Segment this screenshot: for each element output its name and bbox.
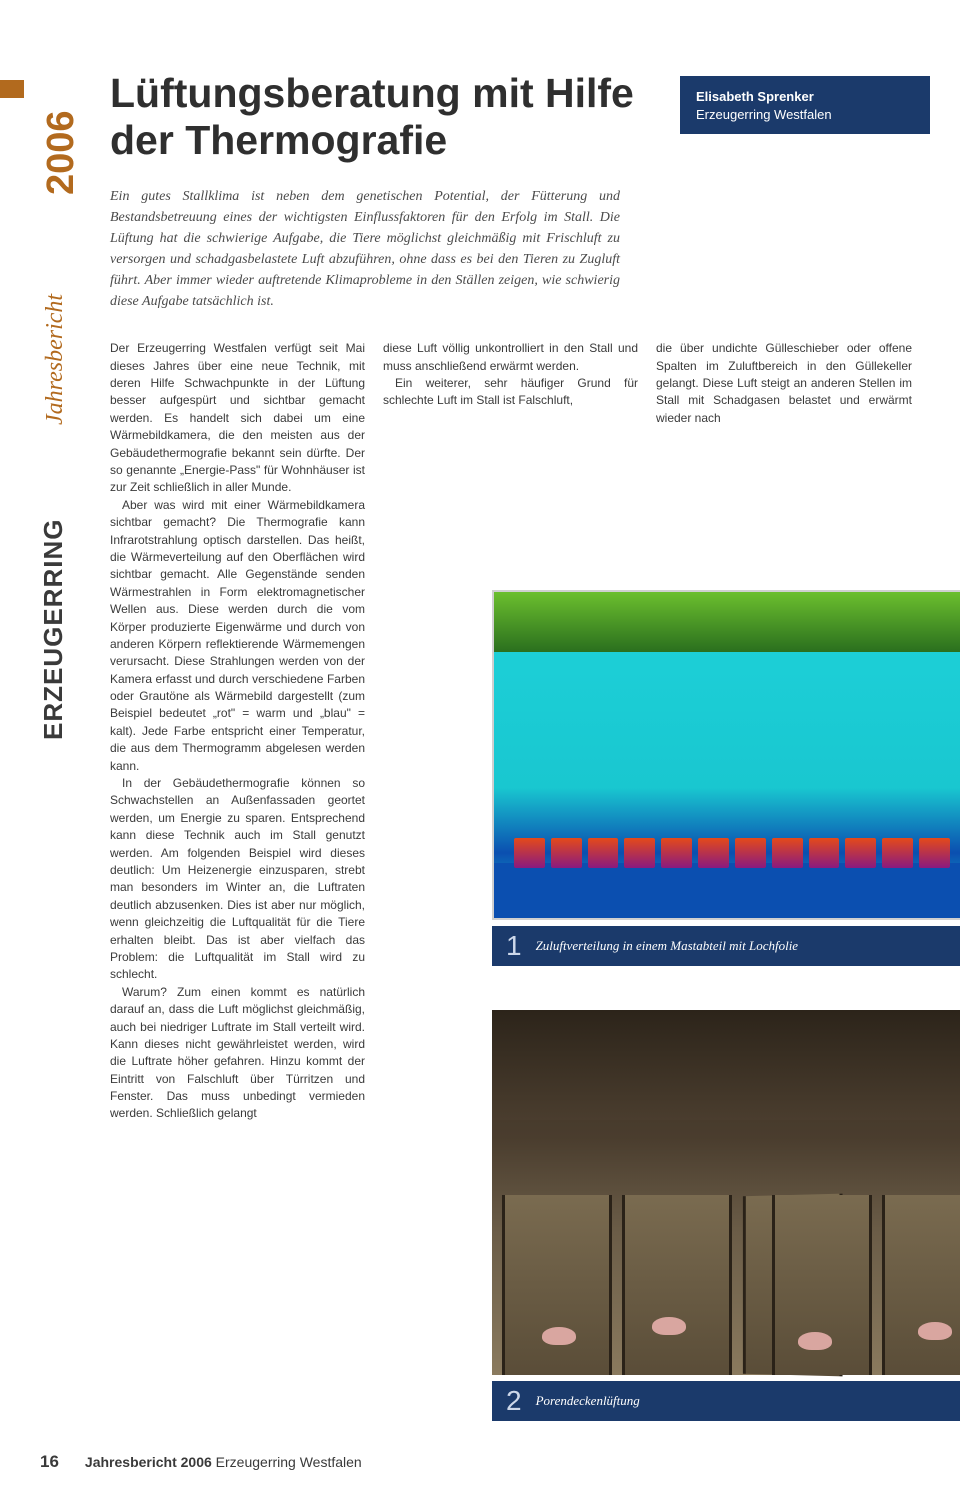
col1-p1: Der Erzeugerring Westfalen verfügt seit …	[110, 340, 365, 497]
figure2-caption: 2 Porendeckenlüftung	[492, 1381, 960, 1421]
col2-p1: diese Luft völlig unkontrolliert in den …	[383, 340, 638, 375]
sidebar-series: Jahresbericht	[42, 294, 69, 425]
thermal-hot-row	[514, 838, 950, 868]
thermal-floor	[494, 863, 960, 918]
figure1-number: 1	[506, 932, 522, 960]
figure2-caption-text: Porendeckenlüftung	[536, 1393, 640, 1410]
column-1: Der Erzeugerring Westfalen verfügt seit …	[110, 340, 365, 1123]
barn-photo	[492, 1010, 960, 1375]
thermal-roof	[494, 592, 960, 652]
footer-title: Jahresbericht 2006	[85, 1454, 212, 1470]
author-name: Elisabeth Sprenker	[696, 88, 914, 106]
sidebar-year: 2006	[40, 110, 83, 195]
photo-pen	[882, 1195, 960, 1375]
sidebar: 2006 Jahresbericht ERZEUGERRING	[30, 0, 85, 1494]
figure2-number: 2	[506, 1387, 522, 1415]
photo-pig	[918, 1322, 952, 1340]
col2-p2: Ein weiterer, sehr häufiger Grund für sc…	[383, 375, 638, 410]
intro-paragraph: Ein gutes Stallklima ist neben dem genet…	[110, 186, 620, 312]
thermal-image: 38,0 35,8 33,6 31,4 29,2 27,0 24,8 22,6 …	[492, 590, 960, 920]
page-title: Lüftungsberatung mit Hilfe der Thermogra…	[110, 70, 660, 164]
main-content: Lüftungsberatung mit Hilfe der Thermogra…	[110, 70, 930, 1123]
col1-p3: In der Gebäudethermografie können so Sch…	[110, 775, 365, 984]
figure-2: 2 Porendeckenlüftung	[492, 1010, 960, 1421]
figure1-caption-text: Zuluftverteilung in einem Mastabteil mit…	[536, 938, 799, 955]
footer-org: Erzeugerring Westfalen	[216, 1454, 362, 1470]
photo-ceiling	[492, 1010, 960, 1120]
sidebar-section: ERZEUGERRING	[38, 519, 69, 740]
col1-p4: Warum? Zum einen kommt es natürlich dara…	[110, 984, 365, 1123]
col3-p1: die über undichte Gülleschieber oder off…	[656, 340, 912, 427]
figure1-caption: 1 Zuluftverteilung in einem Mastabteil m…	[492, 926, 960, 966]
author-org: Erzeugerring Westfalen	[696, 106, 914, 124]
header-row: Lüftungsberatung mit Hilfe der Thermogra…	[110, 70, 930, 164]
figure-1: 38,0 35,8 33,6 31,4 29,2 27,0 24,8 22,6 …	[492, 590, 960, 966]
photo-pig	[798, 1332, 832, 1350]
photo-pen	[502, 1195, 612, 1375]
photo-pen	[622, 1195, 732, 1375]
photo-pig	[542, 1327, 576, 1345]
author-box: Elisabeth Sprenker Erzeugerring Westfale…	[680, 76, 930, 134]
page-footer: 16 Jahresbericht 2006 Erzeugerring Westf…	[40, 1452, 362, 1472]
accent-bar	[0, 80, 24, 98]
page-number: 16	[40, 1452, 59, 1472]
photo-pig	[652, 1317, 686, 1335]
col1-p2: Aber was wird mit einer Wärmebildkamera …	[110, 497, 365, 775]
